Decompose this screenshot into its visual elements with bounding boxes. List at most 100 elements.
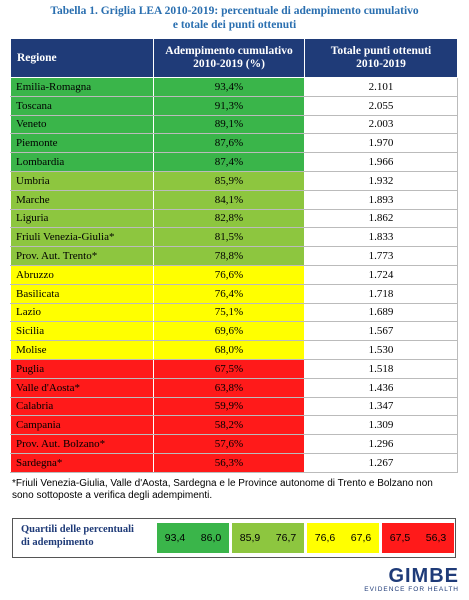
- table-row: Liguria 82,8% 1.862: [10, 208, 458, 229]
- title-line: e totale dei punti ottenuti: [172, 19, 297, 31]
- percent-cell: 57,6%: [153, 434, 305, 454]
- column-header-line: Adempimento cumulativo: [165, 45, 293, 57]
- quartile-min: 56,3: [425, 532, 447, 544]
- points-cell: 1.718: [304, 283, 458, 304]
- percent-cell: 89,1%: [153, 114, 305, 135]
- quartile-box: 85,9 76,7: [232, 523, 304, 553]
- logo: GIMBE EVIDENCE FOR HEALTH: [364, 566, 459, 593]
- table-row: Sardegna* 56,3% 1.267: [10, 452, 458, 473]
- region-cell: Friuli Venezia-Giulia*: [10, 227, 154, 248]
- header-row: Regione Adempimento cumulativo 2010-2019 (…: [10, 38, 458, 78]
- legend-label: Quartili delle percentuali di adempiment…: [21, 523, 151, 549]
- table-row: Piemonte 87,6% 1.970: [10, 133, 458, 154]
- points-cell: 1.970: [304, 133, 458, 154]
- footnote: *Friuli Venezia-Giulia, Valle d'Aosta, S…: [12, 478, 433, 501]
- quartile-min: 86,0: [200, 532, 222, 544]
- quartile-max: 93,4: [164, 532, 186, 544]
- logo-name: GIMBE: [388, 565, 459, 587]
- table-row: Calabria 59,9% 1.347: [10, 396, 458, 417]
- table-row: Basilicata 76,4% 1.718: [10, 283, 458, 304]
- percent-cell: 91,3%: [153, 95, 305, 116]
- table-row: Molise 68,0% 1.530: [10, 340, 458, 360]
- table-body: Emilia-Romagna 93,4% 2.101 Toscana 91,3% 2.05…: [10, 77, 458, 473]
- percent-cell: 85,9%: [153, 170, 305, 191]
- quartile-box: 76,6 67,6: [307, 523, 379, 553]
- legend-label-line: di adempimento: [21, 537, 94, 548]
- points-cell: 1.966: [304, 152, 458, 172]
- region-cell: Abruzzo: [10, 264, 154, 285]
- table-row: Puglia 67,5% 1.518: [10, 358, 458, 379]
- percent-cell: 58,2%: [153, 415, 305, 436]
- region-cell: Sicilia: [10, 321, 154, 342]
- quartile-legend: Quartili delle percentuali di adempiment…: [12, 518, 456, 558]
- percent-cell: 67,5%: [153, 358, 305, 379]
- region-cell: Valle d'Aosta*: [10, 377, 154, 398]
- table-row: Umbria 85,9% 1.932: [10, 170, 458, 191]
- column-header-line: Regione: [17, 51, 57, 64]
- region-cell: Umbria: [10, 170, 154, 191]
- quartile-min: 67,6: [350, 532, 372, 544]
- percent-cell: 63,8%: [153, 377, 305, 398]
- percent-cell: 76,4%: [153, 283, 305, 304]
- table-head: Regione Adempimento cumulativo 2010-2019 (…: [10, 38, 458, 78]
- points-cell: 1.567: [304, 321, 458, 342]
- table-row: Emilia-Romagna 93,4% 2.101: [10, 77, 458, 97]
- table-row: Lazio 75,1% 1.689: [10, 302, 458, 323]
- table-row: Toscana 91,3% 2.055: [10, 95, 458, 116]
- legend-label-line: Quartili delle percentuali: [21, 524, 134, 535]
- region-cell: Calabria: [10, 396, 154, 417]
- region-cell: Marche: [10, 189, 154, 210]
- table-row: Campania 58,2% 1.309: [10, 415, 458, 436]
- column-header: Regione: [10, 38, 154, 78]
- table-row: Prov. Aut. Bolzano* 57,6% 1.296: [10, 434, 458, 454]
- table-row: Veneto 89,1% 2.003: [10, 114, 458, 135]
- points-cell: 1.347: [304, 396, 458, 417]
- points-cell: 1.689: [304, 302, 458, 323]
- points-cell: 1.267: [304, 452, 458, 473]
- table-row: Valle d'Aosta* 63,8% 1.436: [10, 377, 458, 398]
- region-cell: Lazio: [10, 302, 154, 323]
- percent-cell: 69,6%: [153, 321, 305, 342]
- table-row: Sicilia 69,6% 1.567: [10, 321, 458, 342]
- percent-cell: 76,6%: [153, 264, 305, 285]
- region-cell: Prov. Aut. Trento*: [10, 246, 154, 266]
- table-row: Lombardia 87,4% 1.966: [10, 152, 458, 172]
- points-cell: 1.518: [304, 358, 458, 379]
- points-cell: 1.773: [304, 246, 458, 266]
- region-cell: Veneto: [10, 114, 154, 135]
- table-row: Prov. Aut. Trento* 78,8% 1.773: [10, 246, 458, 266]
- region-cell: Lombardia: [10, 152, 154, 172]
- region-cell: Campania: [10, 415, 154, 436]
- column-header-line: 2010-2019 (%): [193, 58, 265, 70]
- table-row: Marche 84,1% 1.893: [10, 189, 458, 210]
- title-line: Tabella 1. Griglia LEA 2010-2019: percen…: [50, 5, 419, 17]
- region-cell: Sardegna*: [10, 452, 154, 473]
- region-cell: Puglia: [10, 358, 154, 379]
- percent-cell: 87,6%: [153, 133, 305, 154]
- region-cell: Emilia-Romagna: [10, 77, 154, 97]
- percent-cell: 68,0%: [153, 340, 305, 360]
- points-cell: 1.296: [304, 434, 458, 454]
- percent-cell: 81,5%: [153, 227, 305, 248]
- quartile-box: 67,5 56,3: [382, 523, 454, 553]
- points-cell: 2.055: [304, 95, 458, 116]
- column-header-line: 2010-2019: [356, 58, 406, 70]
- column-header: Totale punti ottenuti 2010-2019: [304, 38, 458, 78]
- quartile-max: 85,9: [239, 532, 261, 544]
- points-cell: 1.932: [304, 170, 458, 191]
- region-cell: Prov. Aut. Bolzano*: [10, 434, 154, 454]
- points-cell: 2.003: [304, 114, 458, 135]
- points-cell: 1.309: [304, 415, 458, 436]
- points-cell: 1.724: [304, 264, 458, 285]
- percent-cell: 75,1%: [153, 302, 305, 323]
- region-cell: Piemonte: [10, 133, 154, 154]
- percent-cell: 84,1%: [153, 189, 305, 210]
- points-cell: 1.893: [304, 189, 458, 210]
- quartile-box: 93,4 86,0: [157, 523, 229, 553]
- points-cell: 2.101: [304, 77, 458, 97]
- region-cell: Liguria: [10, 208, 154, 229]
- points-cell: 1.530: [304, 340, 458, 360]
- title: Tabella 1. Griglia LEA 2010-2019: percen…: [0, 4, 469, 32]
